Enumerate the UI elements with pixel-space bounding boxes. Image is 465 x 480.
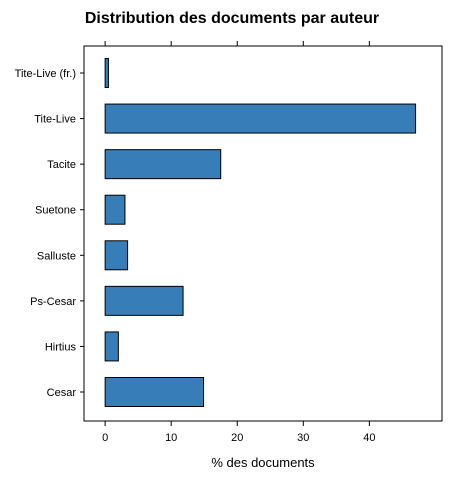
- y-tick-label: Tite-Live: [34, 114, 76, 126]
- bar-salluste: [104, 240, 129, 271]
- bar-tite-live: [104, 103, 417, 134]
- y-tick-labels: Cesar Hirtius Ps-Cesar Salluste Suetone Tacit…: [15, 68, 84, 399]
- x-tick-label: 40: [363, 432, 375, 444]
- y-tick-label: Suetone: [35, 205, 76, 217]
- bar-tite-live-fr: [104, 58, 109, 88]
- x-tick-label: 10: [165, 432, 177, 444]
- x-ticks: 0 10 20 30 40: [102, 41, 375, 444]
- bar-tacite: [104, 149, 222, 180]
- y-tick-label: Ps-Cesar: [30, 296, 76, 308]
- y-tick-label: Hirtius: [45, 341, 77, 353]
- bar-hirtius: [104, 331, 119, 362]
- x-tick-label: 30: [297, 432, 309, 444]
- chart-title: Distribution des documents par auteur: [85, 10, 379, 27]
- x-tick-label: 20: [231, 432, 243, 444]
- y-tick-label: Cesar: [47, 387, 77, 399]
- y-tick-label: Salluste: [37, 250, 76, 262]
- y-tick-label: Tite-Live (fr.): [15, 68, 76, 80]
- x-axis-title: % des documents: [211, 455, 315, 470]
- x-tick-label: 0: [102, 432, 108, 444]
- bars-layer: [104, 58, 417, 407]
- plot-frame: [83, 45, 443, 422]
- bar-cesar: [104, 377, 205, 407]
- bar-suetone: [104, 194, 126, 225]
- y-tick-label: Tacite: [47, 159, 76, 171]
- bar-ps-cesar: [104, 285, 184, 316]
